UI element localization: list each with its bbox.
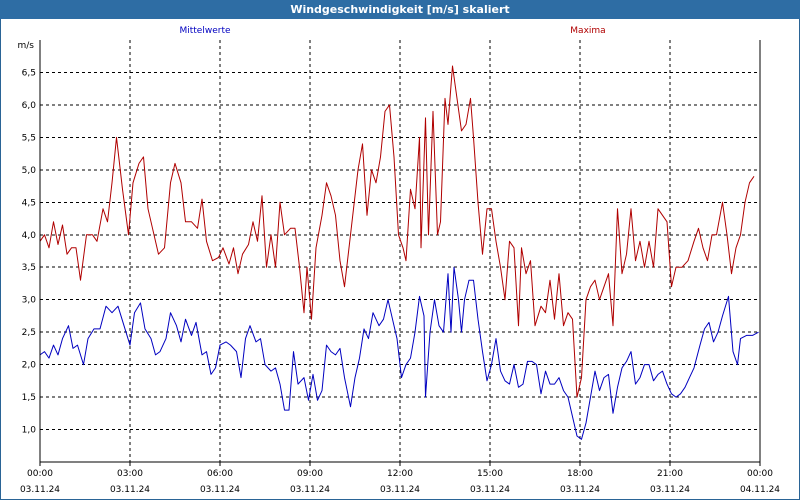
x-tick-time-label: 21:00 [657, 469, 683, 479]
y-tick-label: 5,5 [22, 133, 36, 143]
y-tick-label: 1,5 [22, 393, 36, 403]
y-tick-label: 4,5 [22, 198, 36, 208]
axes [39, 40, 761, 466]
y-tick-label: 6,0 [22, 101, 37, 111]
x-tick-date-label: 03.11.24 [290, 485, 330, 495]
legend-label-maxima: Maxima [570, 26, 605, 36]
x-tick-date-label: 03.11.24 [380, 485, 420, 495]
y-tick-label: 3,0 [22, 296, 37, 306]
series-lines [39, 65, 759, 440]
x-tick-time-label: 03:00 [117, 469, 143, 479]
axis-labels: 1,0 1,5 2,0 2,5 3,0 3,5 4,0 4,5 5,0 5,5 6,0 6,5 00:0… [18, 41, 781, 495]
x-tick-time-label: 06:00 [207, 469, 233, 479]
x-tick-date-label: 03.11.24 [20, 485, 60, 495]
y-tick-label: 3,5 [22, 263, 36, 273]
y-tick-label: 1,0 [22, 426, 37, 436]
legend: Mittelwerte Maxima [179, 26, 605, 36]
y-tick-label: 2,5 [22, 328, 36, 338]
series-line-mittelwerte [39, 266, 759, 440]
y-tick-label: 2,0 [22, 361, 37, 371]
x-tick-date-label: 04.11.24 [740, 485, 780, 495]
x-tick-time-label: 00:00 [27, 469, 53, 479]
x-tick-time-label: 18:00 [567, 469, 593, 479]
x-tick-date-label: 03.11.24 [470, 485, 510, 495]
x-tick-time-label: 15:00 [477, 469, 503, 479]
x-tick-date-label: 03.11.24 [650, 485, 690, 495]
series-line-maxima [39, 65, 755, 398]
x-tick-date-label: 03.11.24 [110, 485, 150, 495]
y-tick-label: 4,0 [22, 231, 37, 241]
chart-title: Windgeschwindigkeit [m/s] skaliert [0, 0, 800, 19]
x-tick-time-label: 09:00 [297, 469, 323, 479]
legend-label-mittelwerte: Mittelwerte [179, 26, 230, 36]
x-tick-time-label: 12:00 [387, 469, 413, 479]
x-tick-date-label: 03.11.24 [200, 485, 240, 495]
x-tick-date-label: 03.11.24 [560, 485, 600, 495]
y-tick-label: 5,0 [22, 166, 37, 176]
x-tick-time-label: 00:00 [747, 469, 773, 479]
y-axis-unit-label: m/s [18, 41, 35, 51]
y-tick-label: 6,5 [22, 68, 36, 78]
